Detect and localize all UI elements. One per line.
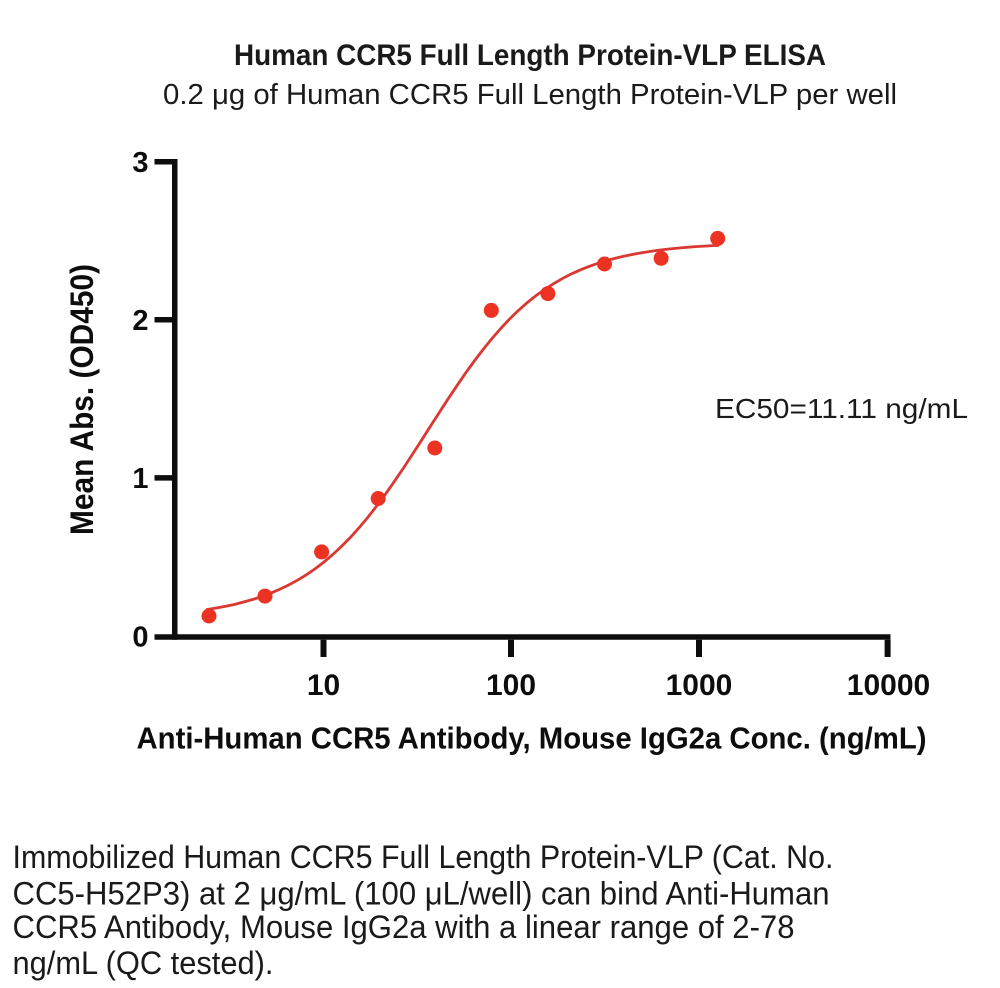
svg-text:CCR5 Antibody, Mouse IgG2a wit: CCR5 Antibody, Mouse IgG2a with a linear… [13,909,795,945]
svg-text:0: 0 [132,621,148,653]
svg-text:100: 100 [486,669,536,702]
svg-text:ng/mL (QC tested).: ng/mL (QC tested). [13,945,274,981]
svg-text:1: 1 [132,463,148,495]
svg-text:Human CCR5 Full Length Protein: Human CCR5 Full Length Protein-VLP ELISA [234,39,826,72]
svg-text:CC5-H52P3) at 2 μg/mL (100 μL/: CC5-H52P3) at 2 μg/mL (100 μL/well) can … [13,876,830,912]
svg-text:2: 2 [132,305,148,337]
svg-text:10: 10 [307,669,340,702]
svg-text:10000: 10000 [847,669,930,702]
svg-text:Anti-Human CCR5 Antibody, Mous: Anti-Human CCR5 Antibody, Mouse IgG2a Co… [137,720,927,755]
svg-text:3: 3 [132,147,148,179]
svg-text:EC50=11.11 ng/mL: EC50=11.11 ng/mL [715,393,968,424]
svg-text:Immobilized Human CCR5 Full Le: Immobilized Human CCR5 Full Length Prote… [13,839,834,875]
svg-text:1000: 1000 [666,669,733,702]
svg-text:Mean Abs. (OD450): Mean Abs. (OD450) [64,264,100,535]
svg-text:0.2 μg of Human CCR5 Full Leng: 0.2 μg of Human CCR5 Full Length Protein… [163,79,897,111]
